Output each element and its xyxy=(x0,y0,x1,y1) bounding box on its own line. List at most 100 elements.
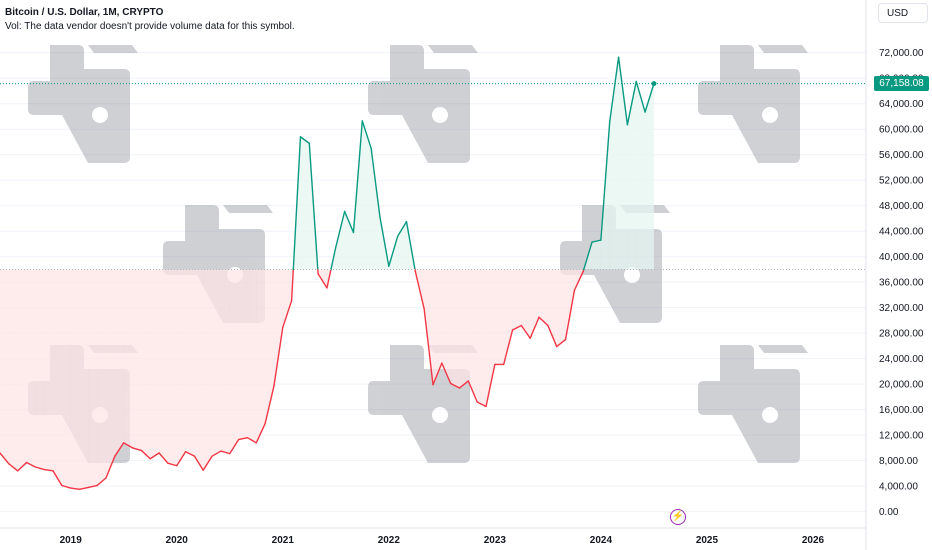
price-line-down xyxy=(61,484,72,489)
price-line-down xyxy=(25,461,37,468)
lightning-icon[interactable]: ⚡ xyxy=(670,509,686,525)
price-line-up xyxy=(330,246,337,271)
watermark-shape xyxy=(432,407,448,423)
area-fill-down xyxy=(238,269,248,440)
area-fill-up xyxy=(636,81,646,270)
area-fill-down xyxy=(194,269,204,471)
area-fill-down xyxy=(247,269,257,443)
price-line-down xyxy=(449,382,461,389)
price-line-down xyxy=(78,486,90,491)
symbol-title: Bitcoin / U.S. Dollar, 1M, CRYPTO xyxy=(5,7,164,18)
price-line-up xyxy=(292,136,302,271)
area-fill-down xyxy=(256,269,266,443)
price-line-down xyxy=(485,363,496,408)
area-fill-up xyxy=(362,120,372,270)
price-line-up xyxy=(299,136,310,144)
watermark-shape xyxy=(762,407,778,423)
area-fill-down xyxy=(503,269,513,365)
area-fill-down xyxy=(123,269,133,448)
area-fill-down xyxy=(88,269,98,488)
price-line-down xyxy=(547,324,558,348)
last-price-dot xyxy=(651,81,657,87)
price-line-down xyxy=(255,422,266,444)
price-line-down xyxy=(131,447,143,452)
price-line-down xyxy=(290,268,294,302)
area-fill-down xyxy=(79,269,89,490)
price-line-down xyxy=(193,455,204,471)
x-tick-label: 2025 xyxy=(696,535,719,546)
area-fill-down xyxy=(433,269,442,385)
price-line-up xyxy=(343,210,355,234)
y-tick-label: 20,000.00 xyxy=(879,380,924,391)
watermark-logo xyxy=(368,45,478,163)
area-fill-down xyxy=(8,269,18,471)
price-line-down xyxy=(414,270,425,310)
area-fill-down xyxy=(176,269,186,466)
price-line-down xyxy=(211,450,222,457)
price-line-down xyxy=(43,468,54,472)
price-line-up xyxy=(591,239,602,243)
x-tick-label: 2021 xyxy=(272,535,295,546)
price-line-up xyxy=(370,147,381,218)
watermark-shape xyxy=(368,45,470,163)
currency-button[interactable]: USD xyxy=(878,3,928,23)
price-line-down xyxy=(105,455,116,479)
area-fill-down xyxy=(229,269,239,454)
price-line-down xyxy=(476,401,487,408)
price-line-down xyxy=(158,452,169,464)
price-line-up xyxy=(635,80,646,113)
watermark-shape xyxy=(432,107,448,123)
price-line-up xyxy=(617,56,629,126)
area-fill-up xyxy=(627,81,637,270)
area-fill-down xyxy=(282,269,292,328)
area-fill-down xyxy=(35,269,45,470)
y-tick-label: 36,000.00 xyxy=(879,278,924,289)
x-tick-label: 2019 xyxy=(60,535,83,546)
price-line-down xyxy=(167,462,178,467)
watermark-shape xyxy=(88,45,138,53)
area-fill-down xyxy=(477,269,487,407)
x-tick-label: 2020 xyxy=(166,535,189,546)
price-line-down xyxy=(149,452,160,460)
y-tick-label: 48,000.00 xyxy=(879,201,924,212)
area-fill-down xyxy=(547,269,557,347)
y-tick-label: 0.00 xyxy=(879,507,899,518)
area-fill-down xyxy=(61,269,71,489)
watermark-logo xyxy=(698,345,808,463)
area-fill-down xyxy=(565,269,575,340)
area-fill-down xyxy=(521,269,531,339)
area-fill-down xyxy=(26,269,36,468)
area-fill-down xyxy=(424,269,433,385)
y-tick-label: 16,000.00 xyxy=(879,405,924,416)
price-line-down xyxy=(229,438,240,455)
time-axis: 2019 2020 2021 2022 2023 2024 2025 2026 xyxy=(60,535,825,546)
watermark-shape xyxy=(428,45,478,53)
y-tick-label: 44,000.00 xyxy=(879,227,924,238)
area-fill-down xyxy=(273,269,283,387)
price-line-down xyxy=(432,362,443,386)
area-fill-down xyxy=(150,269,160,459)
price-line-down xyxy=(282,299,293,329)
area-fill-up xyxy=(371,148,380,270)
y-tick-label: 4,000.00 xyxy=(879,482,918,493)
area-fill-down xyxy=(106,269,115,478)
price-line-up xyxy=(308,142,319,271)
price-line-down xyxy=(423,308,434,386)
price-line-down xyxy=(520,324,531,339)
price-line-down xyxy=(264,385,275,425)
watermark-shape xyxy=(624,267,640,283)
area-fill-down xyxy=(220,269,230,454)
price-line-down xyxy=(8,463,19,472)
y-tick-label: 32,000.00 xyxy=(879,303,924,314)
price-line-up xyxy=(626,80,637,126)
price-line-down xyxy=(184,451,196,457)
x-tick-label: 2022 xyxy=(378,535,401,546)
area-fill-down xyxy=(97,269,107,486)
area-fill-down xyxy=(53,269,62,486)
area-fill-up xyxy=(353,120,363,270)
x-tick-label: 2023 xyxy=(484,535,507,546)
area-fill-down xyxy=(512,269,522,330)
price-line-up xyxy=(644,82,655,113)
price-line-up xyxy=(335,210,346,248)
